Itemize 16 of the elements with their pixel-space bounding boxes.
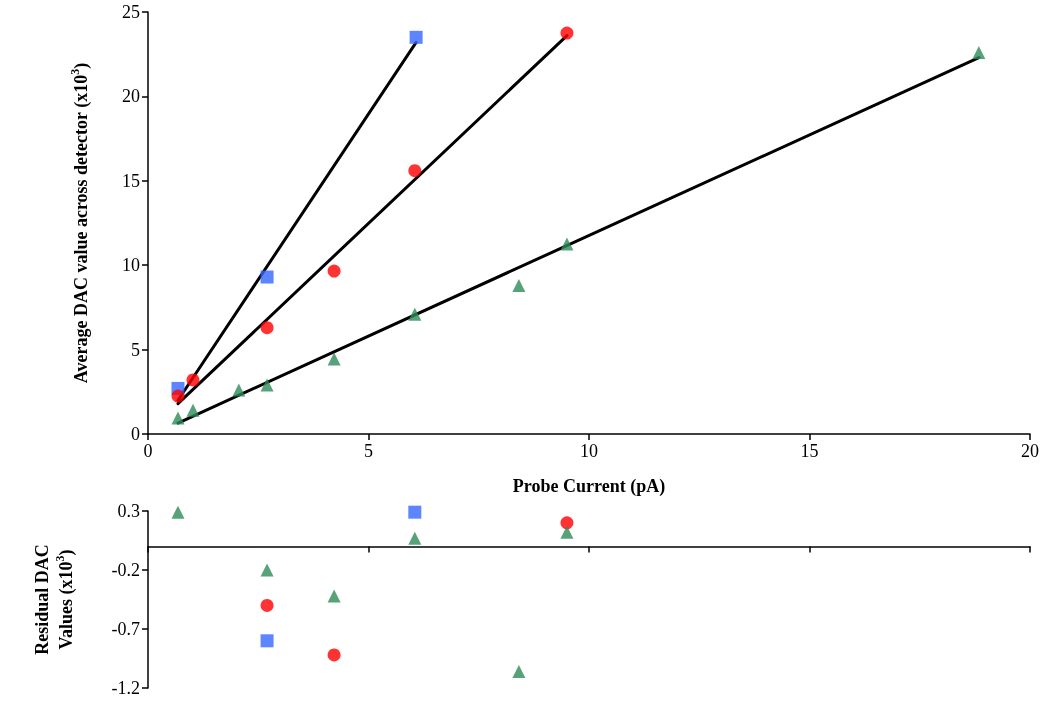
y-tick-label: -0.7 <box>111 619 140 639</box>
y-tick-label: 25 <box>122 2 140 22</box>
y-tick-label: 0.3 <box>117 501 140 521</box>
y-axis-title: Average DAC value across detector (x103) <box>68 62 92 384</box>
x-tick-label: 5 <box>364 441 373 461</box>
y-tick-label: -1.2 <box>111 678 140 698</box>
x-tick-label: 15 <box>800 441 819 461</box>
x-axis-title: Probe Current (pA) <box>512 476 666 497</box>
y-tick-label: 0 <box>131 424 140 444</box>
x-tick-label: 10 <box>580 441 598 461</box>
x-tick-label: 20 <box>1021 441 1039 461</box>
y-tick-label: 5 <box>131 339 140 360</box>
y-tick-label: 10 <box>122 255 140 276</box>
y-tick-label: 20 <box>122 86 140 107</box>
y-tick-label: -0.2 <box>111 560 140 580</box>
y-tick-label: 15 <box>122 170 140 191</box>
